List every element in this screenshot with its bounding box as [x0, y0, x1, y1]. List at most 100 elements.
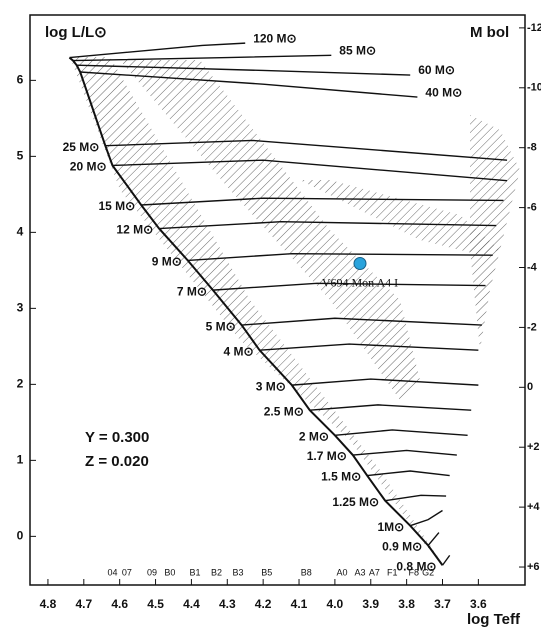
x-tick-label: 4.3: [219, 597, 236, 611]
y-tick-label: 2: [17, 377, 24, 391]
y2-tick-label: -4: [527, 261, 538, 273]
evolution-track: [241, 317, 482, 326]
y-tick-label: 1: [17, 453, 24, 467]
y-axis-title: log L/L⊙: [45, 24, 107, 41]
track-label: 40 M⊙: [425, 85, 462, 99]
x-tick-label: 4.8: [40, 597, 57, 611]
spectral-type-label: B3: [233, 567, 244, 577]
y2-tick-label: -12: [527, 22, 541, 34]
spectral-type-label: B2: [211, 567, 222, 577]
x-tick-label: 3.8: [398, 597, 415, 611]
x-axis-title: log Teff: [467, 611, 521, 628]
evolution-track: [141, 197, 504, 206]
y2-tick-label: 0: [527, 381, 533, 393]
evolution-track: [409, 509, 443, 527]
y2-tick-label: -2: [527, 321, 537, 333]
x-tick-label: 3.7: [434, 597, 451, 611]
star-label: V694 Mon A4 I: [322, 275, 398, 289]
y-tick-label: 3: [17, 301, 24, 315]
y2-tick-label: +6: [527, 561, 540, 573]
x-tick-label: 4.1: [291, 597, 308, 611]
annotation: Z = 0.020: [85, 453, 149, 470]
x-tick-label: 4.5: [147, 597, 164, 611]
evolution-track: [427, 532, 440, 546]
x-tick-label: 4.0: [327, 597, 344, 611]
spectral-type-label: B5: [261, 567, 272, 577]
track-label: 9 M⊙: [152, 255, 182, 269]
x-tick-label: 4.4: [183, 597, 200, 611]
track-label: 120 M⊙: [253, 31, 296, 45]
track-label: 4 M⊙: [224, 344, 254, 358]
star-point: [353, 257, 367, 271]
spectral-type-label: F1: [387, 567, 398, 577]
x-tick-label: 4.6: [111, 597, 128, 611]
track-label: 3 M⊙: [256, 379, 286, 393]
hatched-region: [470, 115, 520, 350]
track-label: 0.8 M⊙: [396, 559, 436, 573]
evolution-track: [105, 139, 508, 161]
track-label: 25 M⊙: [63, 140, 100, 154]
evolution-track: [385, 494, 447, 502]
track-label: 12 M⊙: [116, 223, 153, 237]
spectral-type-label: B0: [164, 567, 175, 577]
track-label: 0.9 M⊙: [382, 540, 422, 554]
spectral-type-label: 09: [147, 567, 157, 577]
track-label: 15 M⊙: [98, 199, 135, 213]
evolution-track: [259, 343, 479, 351]
y2-tick-label: -6: [527, 202, 537, 214]
spectral-type-label: G2: [422, 567, 434, 577]
y-tick-label: 0: [17, 529, 24, 543]
plot-frame: [29, 14, 526, 586]
evolution-track: [187, 252, 493, 262]
evolution-track: [76, 64, 411, 76]
track-label: 5 M⊙: [206, 319, 236, 333]
track-label: 2.5 M⊙: [264, 404, 304, 418]
spectral-type-label: F8: [409, 567, 420, 577]
spectral-type-label: A0: [337, 567, 348, 577]
y-tick-label: 6: [17, 73, 24, 87]
track-label: 2 M⊙: [299, 429, 329, 443]
spectral-type-label: B8: [301, 567, 312, 577]
spectral-type-label: 04: [107, 567, 117, 577]
track-label: 7 M⊙: [177, 284, 207, 298]
track-label: 1.25 M⊙: [332, 495, 379, 509]
y2-tick-label: -10: [527, 82, 541, 94]
evolution-track: [80, 71, 418, 98]
annotation: Y = 0.300: [85, 429, 149, 446]
track-label: 60 M⊙: [418, 63, 455, 77]
evolution-track: [367, 470, 450, 477]
x-tick-label: 4.7: [75, 597, 92, 611]
evolution-track: [69, 42, 246, 59]
x-tick-label: 3.6: [470, 597, 487, 611]
track-label: 1M⊙: [377, 520, 404, 534]
evolution-track: [212, 282, 486, 291]
spectral-type-label: 07: [122, 567, 132, 577]
evolution-track: [309, 404, 472, 411]
evolution-track: [291, 378, 479, 386]
track-label: 20 M⊙: [70, 160, 107, 174]
evolution-track: [159, 221, 497, 230]
evolution-track: [441, 554, 451, 566]
evolution-track: [352, 449, 457, 456]
y-tick-label: 5: [17, 149, 24, 163]
spectral-type-label: B1: [189, 567, 200, 577]
spectral-type-label: A3: [354, 567, 365, 577]
y2-tick-label: +4: [527, 501, 540, 513]
y2-tick-label: -8: [527, 142, 537, 154]
spectral-type-label: A7: [369, 567, 380, 577]
x-tick-label: 4.2: [255, 597, 272, 611]
track-label: 1.5 M⊙: [321, 470, 361, 484]
track-label: 1.7 M⊙: [307, 449, 347, 463]
x-tick-label: 3.9: [362, 597, 379, 611]
y2-axis-title: M bol: [470, 24, 509, 41]
track-label: 85 M⊙: [339, 43, 376, 57]
y-tick-label: 4: [17, 225, 24, 239]
zams-line: [68, 56, 444, 566]
evolution-track: [334, 429, 468, 436]
y2-tick-label: +2: [527, 441, 540, 453]
evolution-track: [73, 54, 332, 62]
evolution-track: [112, 159, 508, 182]
hatched-region: [120, 60, 420, 400]
